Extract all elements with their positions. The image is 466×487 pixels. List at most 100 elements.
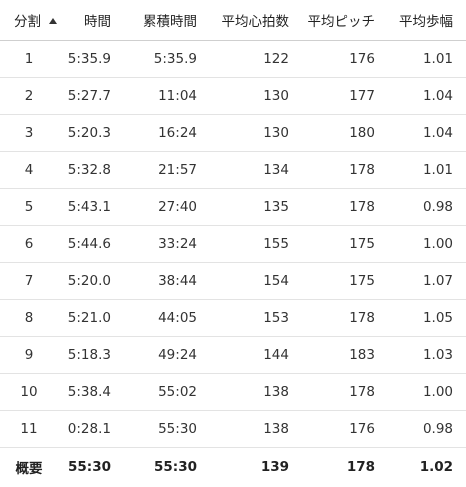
table-row[interactable]: 1 5:35.9 5:35.9 122 176 1.01 [0,40,466,78]
cell-avg-cadence: 178 [302,299,388,337]
cell-split: 3 [0,114,58,152]
cell-cumulative-time: 11:04 [124,77,210,115]
column-header-avg-heart-rate[interactable]: 平均心拍数 [210,0,302,41]
table-row[interactable]: 6 5:44.6 33:24 155 175 1.00 [0,225,466,263]
cell-avg-cadence: 178 [302,151,388,189]
cell-split: 2 [0,77,58,115]
cell-time: 5:20.3 [58,114,124,152]
table-row[interactable]: 11 0:28.1 55:30 138 176 0.98 [0,410,466,448]
cell-avg-cadence: 178 [302,373,388,411]
cell-avg-heart-rate: 155 [210,225,302,263]
cell-avg-cadence: 175 [302,225,388,263]
cell-avg-heart-rate: 154 [210,262,302,300]
cell-time: 5:32.8 [58,151,124,189]
cell-split: 10 [0,373,58,411]
cell-avg-stride: 1.00 [388,373,466,411]
cell-avg-stride: 1.07 [388,262,466,300]
cell-cumulative-time: 16:24 [124,114,210,152]
column-header-split-label: 分割 [14,14,41,30]
cell-avg-heart-rate: 144 [210,336,302,374]
column-header-avg-cadence[interactable]: 平均ピッチ [302,0,388,41]
column-header-avg-stride[interactable]: 平均歩幅 [388,0,466,41]
cell-time: 5:38.4 [58,373,124,411]
table-row[interactable]: 8 5:21.0 44:05 153 178 1.05 [0,299,466,337]
cell-time: 5:27.7 [58,77,124,115]
cell-avg-cadence: 183 [302,336,388,374]
cell-avg-heart-rate: 138 [210,373,302,411]
cell-cumulative-time: 27:40 [124,188,210,226]
cell-avg-heart-rate: 122 [210,40,302,78]
summary-label: 概要 [15,461,43,477]
summary-time: 55:30 [68,459,111,475]
summary-avg-heart-rate: 139 [260,459,289,475]
cell-avg-cadence: 177 [302,77,388,115]
table-row[interactable]: 10 5:38.4 55:02 138 178 1.00 [0,373,466,411]
sort-ascending-icon[interactable] [49,18,57,24]
cell-time: 5:44.6 [58,225,124,263]
cell-avg-cadence: 175 [302,262,388,300]
cell-avg-heart-rate: 153 [210,299,302,337]
table-row[interactable]: 5 5:43.1 27:40 135 178 0.98 [0,188,466,226]
table-row[interactable]: 9 5:18.3 49:24 144 183 1.03 [0,336,466,374]
cell-avg-heart-rate: 130 [210,114,302,152]
cell-avg-cadence: 176 [302,410,388,448]
cell-avg-stride: 1.05 [388,299,466,337]
cell-avg-stride: 1.04 [388,77,466,115]
column-header-split[interactable]: 分割 [0,0,58,41]
column-header-cumulative-time-label: 累積時間 [143,14,197,30]
cell-avg-heart-rate: 135 [210,188,302,226]
cell-avg-heart-rate: 138 [210,410,302,448]
table-row[interactable]: 3 5:20.3 16:24 130 180 1.04 [0,114,466,152]
column-header-cumulative-time[interactable]: 累積時間 [124,0,210,41]
cell-time: 5:18.3 [58,336,124,374]
table-row[interactable]: 4 5:32.8 21:57 134 178 1.01 [0,151,466,189]
cell-avg-stride: 0.98 [388,410,466,448]
cell-split: 9 [0,336,58,374]
cell-cumulative-time: 33:24 [124,225,210,263]
cell-split: 5 [0,188,58,226]
cell-cumulative-time: 55:30 [124,410,210,448]
column-header-avg-heart-rate-label: 平均心拍数 [221,14,290,30]
cell-avg-stride: 1.04 [388,114,466,152]
cell-time: 5:35.9 [58,40,124,78]
cell-split: 8 [0,299,58,337]
summary-avg-cadence: 178 [346,459,375,475]
column-header-time-label: 時間 [84,14,111,30]
splits-table-body: 1 5:35.9 5:35.9 122 176 1.01 2 5:27.7 11:04 130 17… [0,40,466,448]
summary-cumulative-time: 55:30 [154,459,197,475]
cell-avg-stride: 0.98 [388,188,466,226]
cell-cumulative-time: 38:44 [124,262,210,300]
cell-split: 4 [0,151,58,189]
splits-table-footer: 概要 55:30 55:30 139 178 1.02 [0,448,466,487]
cell-avg-heart-rate: 134 [210,151,302,189]
cell-avg-cadence: 178 [302,188,388,226]
splits-table-header: 分割 時間 累積時間 平均心拍数 平均ピッチ 平均歩幅 [0,0,466,41]
column-header-avg-stride-label: 平均歩幅 [399,14,453,30]
cell-avg-heart-rate: 130 [210,77,302,115]
cell-avg-stride: 1.01 [388,40,466,78]
cell-avg-stride: 1.03 [388,336,466,374]
cell-time: 5:20.0 [58,262,124,300]
cell-cumulative-time: 5:35.9 [124,40,210,78]
column-header-time[interactable]: 時間 [58,0,124,41]
cell-split: 6 [0,225,58,263]
header-row: 分割 時間 累積時間 平均心拍数 平均ピッチ 平均歩幅 [0,0,466,41]
cell-cumulative-time: 55:02 [124,373,210,411]
cell-time: 5:21.0 [58,299,124,337]
cell-avg-stride: 1.00 [388,225,466,263]
table-row[interactable]: 7 5:20.0 38:44 154 175 1.07 [0,262,466,300]
cell-time: 0:28.1 [58,410,124,448]
cell-time: 5:43.1 [58,188,124,226]
column-header-avg-cadence-label: 平均ピッチ [307,14,376,30]
cell-split: 1 [0,40,58,78]
cell-avg-stride: 1.01 [388,151,466,189]
table-row[interactable]: 2 5:27.7 11:04 130 177 1.04 [0,77,466,115]
summary-row: 概要 55:30 55:30 139 178 1.02 [0,448,466,487]
cell-cumulative-time: 44:05 [124,299,210,337]
cell-avg-cadence: 180 [302,114,388,152]
cell-avg-cadence: 176 [302,40,388,78]
cell-split: 11 [0,410,58,448]
cell-split: 7 [0,262,58,300]
cell-cumulative-time: 49:24 [124,336,210,374]
cell-cumulative-time: 21:57 [124,151,210,189]
